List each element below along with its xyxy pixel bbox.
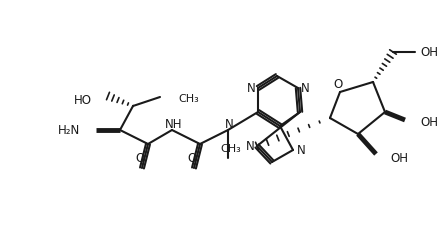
Text: N: N [301, 81, 309, 94]
Text: N: N [297, 143, 305, 156]
Text: O: O [135, 152, 145, 164]
Text: O: O [187, 152, 197, 164]
Text: OH: OH [420, 115, 438, 129]
Text: N: N [245, 141, 254, 153]
Text: NH: NH [165, 118, 183, 131]
Text: H₂N: H₂N [58, 123, 80, 136]
Text: CH₃: CH₃ [221, 144, 241, 154]
Text: O: O [333, 79, 342, 92]
Text: HO: HO [74, 93, 92, 106]
Text: N: N [225, 118, 233, 131]
Text: CH₃: CH₃ [178, 94, 199, 104]
Text: N: N [247, 81, 255, 94]
Text: OH: OH [390, 152, 408, 164]
Text: OH: OH [420, 45, 438, 59]
